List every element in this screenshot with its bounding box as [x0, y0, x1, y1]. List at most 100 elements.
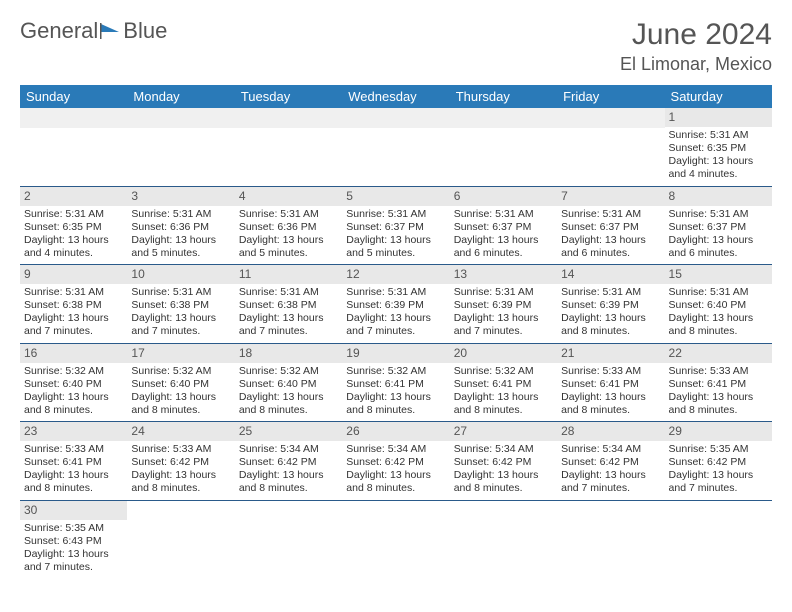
day-header-row: SundayMondayTuesdayWednesdayThursdayFrid…: [20, 85, 772, 108]
day-cell: 26Sunrise: 5:34 AMSunset: 6:42 PMDayligh…: [342, 422, 449, 501]
daylight-text: Daylight: 13 hours and 5 minutes.: [239, 234, 338, 260]
day-info: Sunrise: 5:31 AMSunset: 6:36 PMDaylight:…: [239, 208, 338, 261]
day-header: Saturday: [665, 85, 772, 108]
logo-text-general: General: [20, 18, 98, 44]
sunrise-text: Sunrise: 5:33 AM: [561, 365, 660, 378]
day-info: Sunrise: 5:31 AMSunset: 6:37 PMDaylight:…: [561, 208, 660, 261]
day-info: Sunrise: 5:31 AMSunset: 6:35 PMDaylight:…: [24, 208, 123, 261]
sunrise-text: Sunrise: 5:31 AM: [669, 208, 768, 221]
day-info: Sunrise: 5:31 AMSunset: 6:35 PMDaylight:…: [669, 129, 768, 182]
daylight-text: Daylight: 13 hours and 7 minutes.: [346, 312, 445, 338]
sunset-text: Sunset: 6:40 PM: [131, 378, 230, 391]
day-info: Sunrise: 5:31 AMSunset: 6:37 PMDaylight:…: [454, 208, 553, 261]
day-number: 28: [557, 422, 664, 441]
sunrise-text: Sunrise: 5:35 AM: [669, 443, 768, 456]
day-info: Sunrise: 5:31 AMSunset: 6:37 PMDaylight:…: [669, 208, 768, 261]
day-cell: 5Sunrise: 5:31 AMSunset: 6:37 PMDaylight…: [342, 186, 449, 265]
daylight-text: Daylight: 13 hours and 5 minutes.: [131, 234, 230, 260]
sunrise-text: Sunrise: 5:31 AM: [131, 286, 230, 299]
calendar-table: SundayMondayTuesdayWednesdayThursdayFrid…: [20, 85, 772, 578]
day-info: Sunrise: 5:34 AMSunset: 6:42 PMDaylight:…: [561, 443, 660, 496]
sunrise-text: Sunrise: 5:34 AM: [561, 443, 660, 456]
calendar-row: 23 Sunrise: 5:33 AMSunset: 6:41 PMDayligh…: [20, 422, 772, 501]
calendar-row: 16Sunrise: 5:32 AMSunset: 6:40 PMDayligh…: [20, 343, 772, 422]
sunrise-text: Sunrise: 5:34 AM: [346, 443, 445, 456]
day-number: 6: [450, 187, 557, 206]
day-cell: 1 Sunrise: 5:31 AMSunset: 6:35 PMDaylight…: [665, 108, 772, 186]
calendar-row: 2Sunrise: 5:31 AMSunset: 6:35 PMDaylight…: [20, 186, 772, 265]
daylight-text: Daylight: 13 hours and 8 minutes.: [561, 312, 660, 338]
day-cell: 28 Sunrise: 5:34 AMSunset: 6:42 PMDayligh…: [557, 422, 664, 501]
day-cell: 17Sunrise: 5:32 AMSunset: 6:40 PMDayligh…: [127, 343, 234, 422]
day-cell: 8 Sunrise: 5:31 AMSunset: 6:37 PMDaylight…: [665, 186, 772, 265]
day-cell: 12Sunrise: 5:31 AMSunset: 6:39 PMDayligh…: [342, 265, 449, 344]
daylight-text: Daylight: 13 hours and 8 minutes.: [669, 312, 768, 338]
logo-text-blue: Blue: [123, 18, 167, 44]
day-cell: 6 Sunrise: 5:31 AMSunset: 6:37 PMDaylight…: [450, 186, 557, 265]
month-title: June 2024: [620, 18, 772, 52]
day-cell: 23 Sunrise: 5:33 AMSunset: 6:41 PMDayligh…: [20, 422, 127, 501]
day-cell: 20Sunrise: 5:32 AMSunset: 6:41 PMDayligh…: [450, 343, 557, 422]
day-info: Sunrise: 5:35 AMSunset: 6:43 PMDaylight:…: [24, 522, 123, 575]
sunset-text: Sunset: 6:41 PM: [454, 378, 553, 391]
sunset-text: Sunset: 6:35 PM: [24, 221, 123, 234]
sunset-text: Sunset: 6:40 PM: [669, 299, 768, 312]
sunset-text: Sunset: 6:38 PM: [131, 299, 230, 312]
day-info: Sunrise: 5:33 AMSunset: 6:41 PMDaylight:…: [669, 365, 768, 418]
sunset-text: Sunset: 6:41 PM: [669, 378, 768, 391]
empty-cell: [235, 108, 342, 186]
daylight-text: Daylight: 13 hours and 8 minutes.: [346, 391, 445, 417]
daylight-text: Daylight: 13 hours and 8 minutes.: [239, 391, 338, 417]
day-cell: 9Sunrise: 5:31 AMSunset: 6:38 PMDaylight…: [20, 265, 127, 344]
day-info: Sunrise: 5:33 AMSunset: 6:41 PMDaylight:…: [24, 443, 123, 496]
day-info: Sunrise: 5:31 AMSunset: 6:38 PMDaylight:…: [24, 286, 123, 339]
empty-cell: [342, 500, 449, 578]
day-number: 22: [665, 344, 772, 363]
empty-cell: [127, 108, 234, 186]
day-info: Sunrise: 5:31 AMSunset: 6:39 PMDaylight:…: [346, 286, 445, 339]
day-number: 11: [235, 265, 342, 284]
sunset-text: Sunset: 6:39 PM: [454, 299, 553, 312]
sunrise-text: Sunrise: 5:31 AM: [24, 208, 123, 221]
sunrise-text: Sunrise: 5:31 AM: [24, 286, 123, 299]
day-number: 8: [665, 187, 772, 206]
empty-fill: [127, 108, 234, 128]
sunrise-text: Sunrise: 5:31 AM: [346, 286, 445, 299]
day-number: 29: [665, 422, 772, 441]
sunset-text: Sunset: 6:42 PM: [346, 456, 445, 469]
day-header: Thursday: [450, 85, 557, 108]
day-number: 13: [450, 265, 557, 284]
day-cell: 13Sunrise: 5:31 AMSunset: 6:39 PMDayligh…: [450, 265, 557, 344]
empty-cell: [342, 108, 449, 186]
day-number: 10: [127, 265, 234, 284]
daylight-text: Daylight: 13 hours and 8 minutes.: [669, 391, 768, 417]
day-header: Monday: [127, 85, 234, 108]
sunrise-text: Sunrise: 5:31 AM: [239, 208, 338, 221]
daylight-text: Daylight: 13 hours and 4 minutes.: [24, 234, 123, 260]
day-number: 1: [665, 108, 772, 127]
empty-cell: [665, 500, 772, 578]
calendar-row: 30Sunrise: 5:35 AMSunset: 6:43 PMDayligh…: [20, 500, 772, 578]
day-info: Sunrise: 5:31 AMSunset: 6:40 PMDaylight:…: [669, 286, 768, 339]
day-info: Sunrise: 5:32 AMSunset: 6:40 PMDaylight:…: [24, 365, 123, 418]
empty-fill: [20, 108, 127, 128]
daylight-text: Daylight: 13 hours and 8 minutes.: [346, 469, 445, 495]
sunset-text: Sunset: 6:43 PM: [24, 535, 123, 548]
day-number: 4: [235, 187, 342, 206]
daylight-text: Daylight: 13 hours and 7 minutes.: [669, 469, 768, 495]
daylight-text: Daylight: 13 hours and 7 minutes.: [24, 312, 123, 338]
location: El Limonar, Mexico: [620, 54, 772, 75]
day-number: 27: [450, 422, 557, 441]
day-number: 21: [557, 344, 664, 363]
sunset-text: Sunset: 6:40 PM: [239, 378, 338, 391]
daylight-text: Daylight: 13 hours and 6 minutes.: [561, 234, 660, 260]
empty-cell: [557, 500, 664, 578]
sunset-text: Sunset: 6:42 PM: [454, 456, 553, 469]
empty-cell: [450, 500, 557, 578]
empty-cell: [20, 108, 127, 186]
day-number: 23: [20, 422, 127, 441]
title-block: June 2024 El Limonar, Mexico: [620, 18, 772, 75]
daylight-text: Daylight: 13 hours and 7 minutes.: [561, 469, 660, 495]
day-cell: 3Sunrise: 5:31 AMSunset: 6:36 PMDaylight…: [127, 186, 234, 265]
sunrise-text: Sunrise: 5:34 AM: [454, 443, 553, 456]
